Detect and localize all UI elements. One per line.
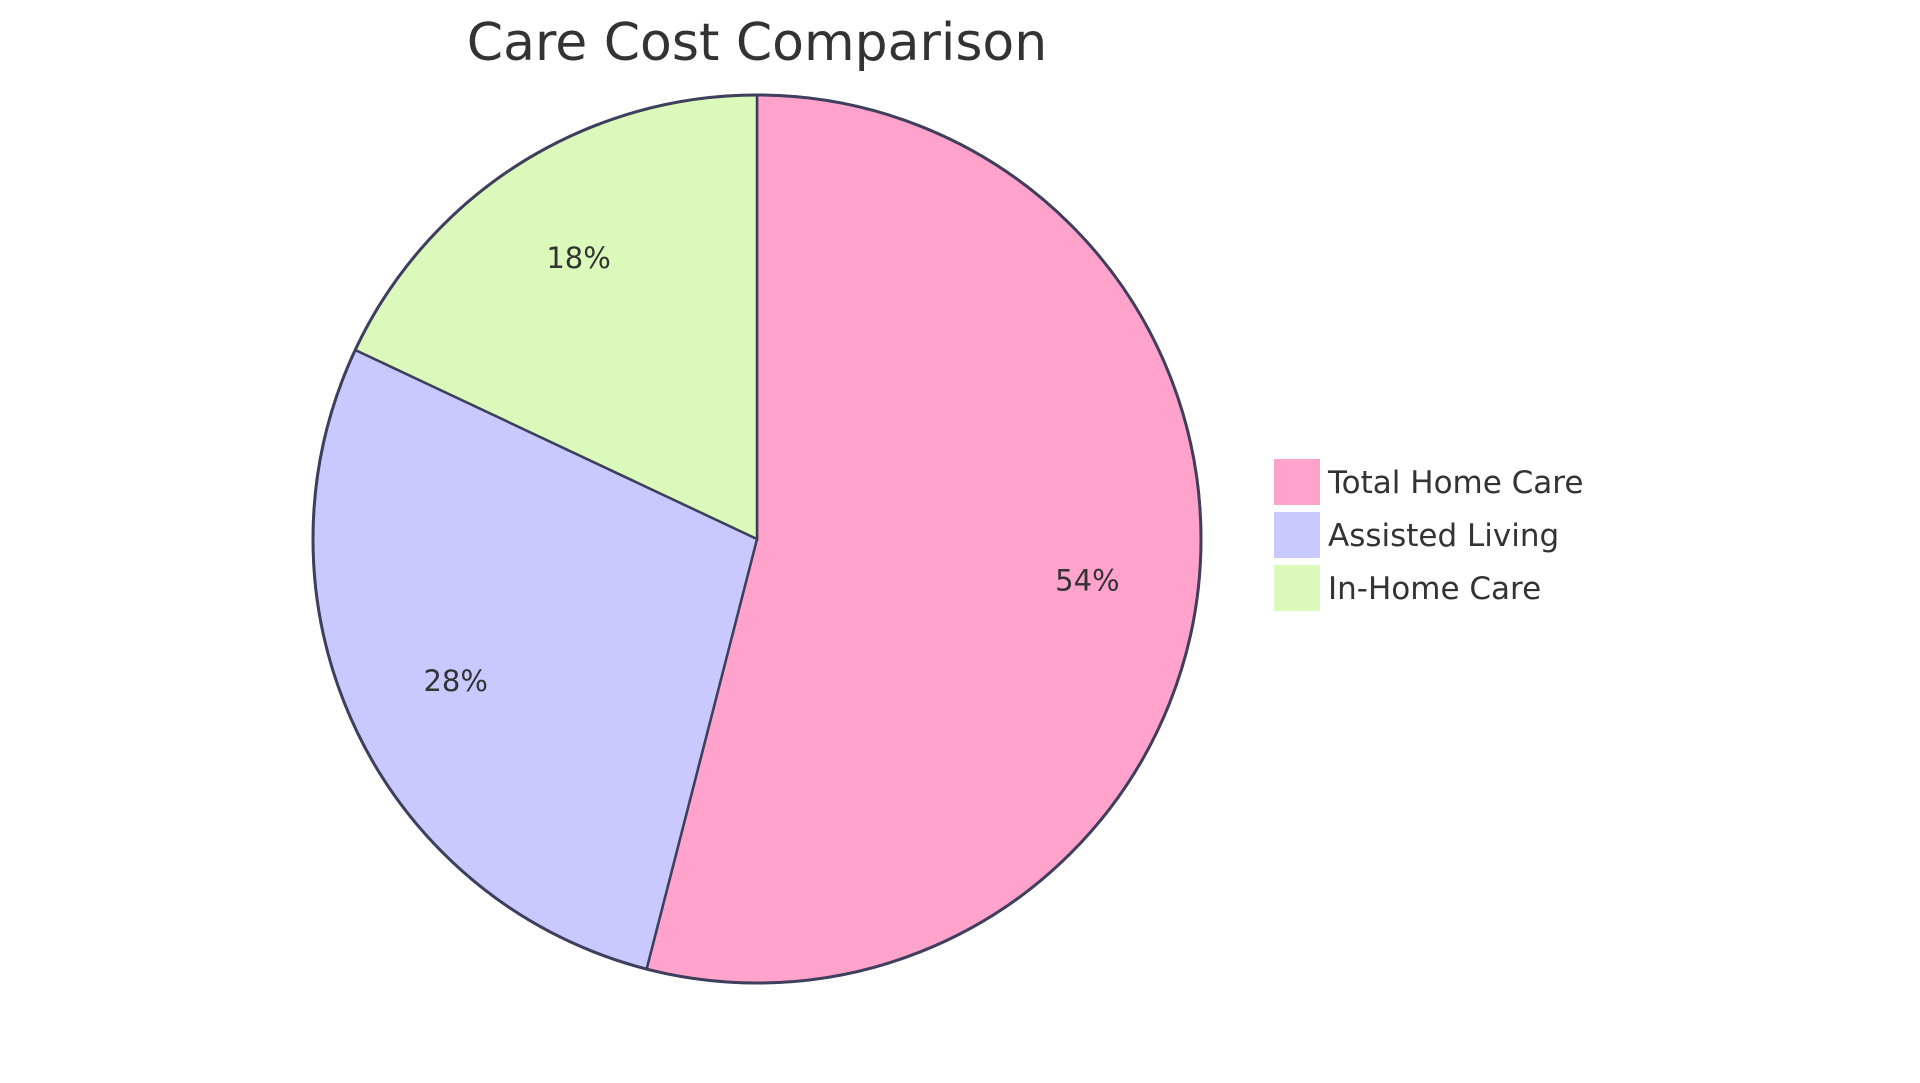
slice-label: 28% [423, 664, 487, 698]
legend-swatch [1274, 565, 1320, 611]
pie-slices [311, 93, 1203, 985]
chart-title: Care Cost Comparison [467, 13, 1047, 73]
pie-outline [311, 93, 1203, 985]
legend-item: Assisted Living [1274, 512, 1559, 558]
legend-swatch [1274, 459, 1320, 505]
legend: Total Home Care Assisted Living In-Home Ca… [1274, 459, 1583, 611]
slice-labels: 54% 28% 18% [423, 241, 1119, 698]
legend-swatch [1274, 512, 1320, 558]
legend-label: Total Home Care [1327, 465, 1583, 501]
legend-label: Assisted Living [1328, 518, 1559, 554]
legend-item: In-Home Care [1274, 565, 1541, 611]
slice-label: 18% [546, 241, 610, 275]
slice-label: 54% [1055, 564, 1119, 598]
legend-label: In-Home Care [1328, 571, 1541, 607]
legend-item: Total Home Care [1274, 459, 1583, 505]
